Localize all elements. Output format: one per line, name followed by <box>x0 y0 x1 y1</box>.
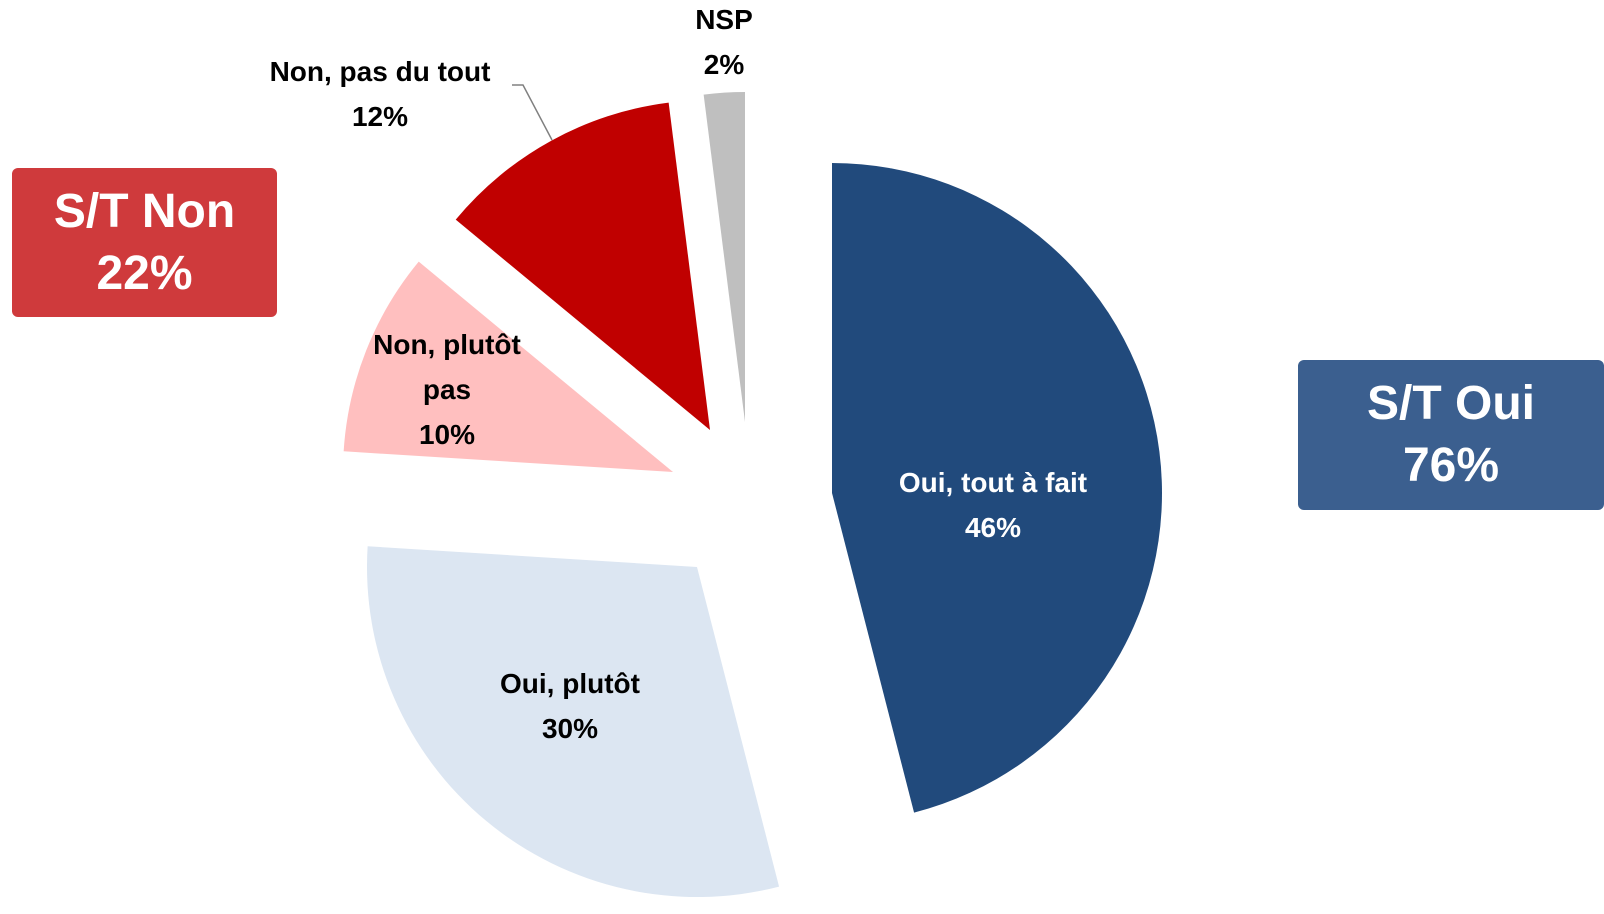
slice-label: NSP 2% <box>695 0 753 87</box>
slice-name: Oui, plutôt <box>500 668 640 699</box>
pie-slice <box>343 261 673 472</box>
slice-name: Non, plutôt pas <box>373 329 521 405</box>
summary-value: 76% <box>1402 439 1500 492</box>
summary-value: 22% <box>96 246 193 300</box>
leader-line <box>512 84 553 141</box>
summary-name: S/T Oui <box>1367 377 1535 430</box>
slice-value: 2% <box>703 49 745 80</box>
slice-label: Non, pas du tout 12% <box>270 49 491 139</box>
slice-value: 46% <box>964 512 1022 543</box>
slice-value: 30% <box>541 713 599 744</box>
slice-name: Oui, tout à fait <box>898 467 1088 498</box>
slice-name: NSP <box>695 4 753 35</box>
slice-label: Oui, plutôt 30% <box>500 661 640 751</box>
pie-slice <box>832 163 1162 813</box>
slice-value: 10% <box>418 419 476 450</box>
summary-box: S/T Oui 76% <box>1298 360 1604 510</box>
slice-label: Non, plutôt pas 10% <box>372 322 522 457</box>
slice-value: 12% <box>351 101 409 132</box>
pie-slice <box>703 92 745 422</box>
slice-name: Non, pas du tout <box>269 56 491 87</box>
slice-label: Oui, tout à fait 46% <box>899 460 1087 550</box>
summary-box: S/T Non 22% <box>12 168 277 317</box>
pie-slice <box>455 102 710 431</box>
summary-name: S/T Non <box>53 184 236 238</box>
pie-slice <box>367 546 780 897</box>
